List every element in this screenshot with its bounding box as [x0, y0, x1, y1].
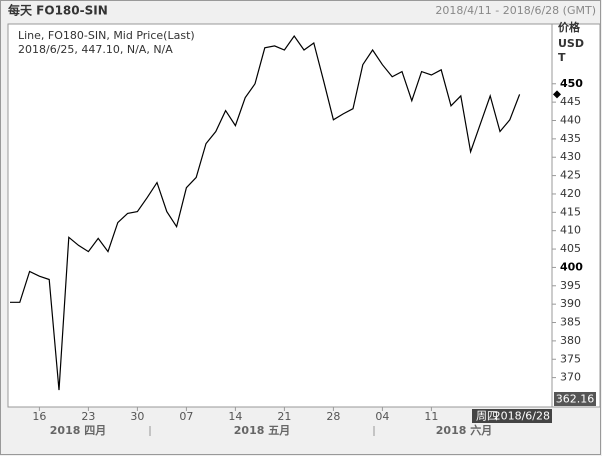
y-tick-label: 400: [560, 260, 583, 273]
x-tick-label: 16: [32, 410, 46, 423]
x-tick-label: 07: [179, 410, 193, 423]
y-tick-label: 450: [560, 77, 583, 90]
y-tick-label: 435: [560, 132, 581, 145]
plot-area: [7, 23, 601, 408]
y-tick-label: 395: [560, 279, 581, 292]
axis-label: T: [558, 51, 566, 64]
x-tick-label: 04: [375, 410, 389, 423]
y-tick-label: 430: [560, 150, 581, 163]
x-tick-label: 23: [81, 410, 95, 423]
x-tick-label: 11: [424, 410, 438, 423]
cursor-y-label: 362.16: [556, 393, 595, 406]
header-range: 2018/4/11 - 2018/6/28 (GMT): [435, 4, 596, 17]
y-tick-label: 405: [560, 242, 581, 255]
last-value-marker: [553, 90, 561, 99]
y-tick-label: 375: [560, 352, 581, 365]
cursor-date-label: 2018/6/28: [494, 410, 550, 423]
y-tick-label: 415: [560, 205, 581, 218]
y-tick-label: 370: [560, 371, 581, 384]
y-tick-label: 380: [560, 334, 581, 347]
y-tick-label: 445: [560, 95, 581, 108]
month-label: 2018 四月: [50, 424, 106, 437]
y-tick-label: 410: [560, 224, 581, 237]
x-tick-label: 28: [326, 410, 340, 423]
series-line: [10, 34, 521, 391]
y-tick-label: 425: [560, 169, 581, 182]
y-tick-label: 420: [560, 187, 581, 200]
legend-line: 2018/6/25, 447.10, N/A, N/A: [18, 43, 173, 56]
axis-label: USD: [558, 37, 584, 50]
cursor-x-box: [472, 409, 552, 423]
x-tick-label: 30: [130, 410, 144, 423]
y-tick-label: 440: [560, 114, 581, 127]
cursor-y-box: [554, 392, 596, 406]
header-title: 每天 FO180-SIN: [8, 3, 108, 18]
month-label: 2018 六月: [436, 423, 492, 437]
axis-label: 价格: [558, 20, 581, 34]
y-tick-label: 385: [560, 316, 581, 329]
month-label: 2018 五月: [234, 424, 290, 437]
legend-line: Line, FO180-SIN, Mid Price(Last): [18, 29, 195, 42]
y-tick-label: 390: [560, 297, 581, 310]
x-tick-label: 14: [228, 410, 242, 423]
x-tick-label: 21: [277, 410, 291, 423]
cursor-x-label: 周四: [476, 410, 498, 423]
